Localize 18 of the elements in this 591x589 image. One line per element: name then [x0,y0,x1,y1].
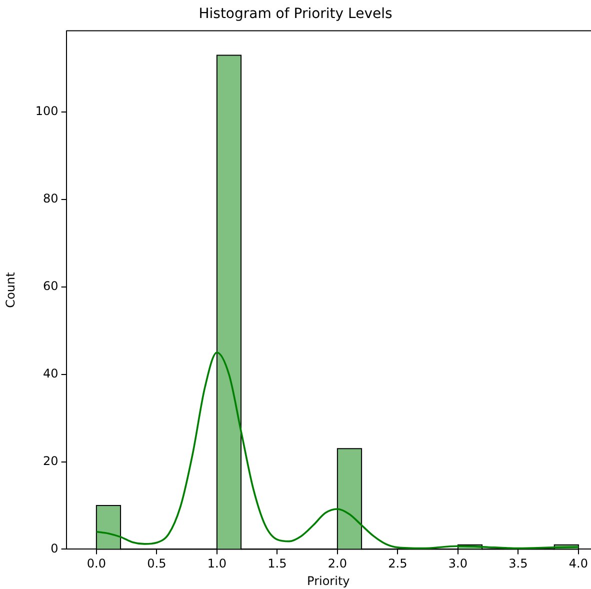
y-tick-label: 60 [43,279,58,294]
x-tick-label: 0.5 [147,556,166,571]
y-tick-label: 20 [43,454,58,468]
x-tick-label: 0.0 [86,556,106,571]
y-tick-label: 0 [50,541,58,556]
x-tick-label: 2.5 [388,556,408,571]
x-tick-label: 4.0 [568,556,588,571]
x-tick-label: 2.0 [328,556,347,571]
y-tick-label: 100 [35,104,58,118]
x-tick-label: 3.0 [448,556,468,571]
x-tick-label: 1.0 [207,556,226,571]
x-tick-label: 1.5 [268,556,287,571]
y-tick-label: 40 [43,366,58,380]
y-tick-label: 80 [43,192,58,206]
chart-title: Histogram of Priority Levels [198,6,392,22]
y-axis-title: Count [3,272,18,308]
x-tick-label: 3.5 [508,556,528,571]
x-axis-title: Priority [307,574,350,588]
